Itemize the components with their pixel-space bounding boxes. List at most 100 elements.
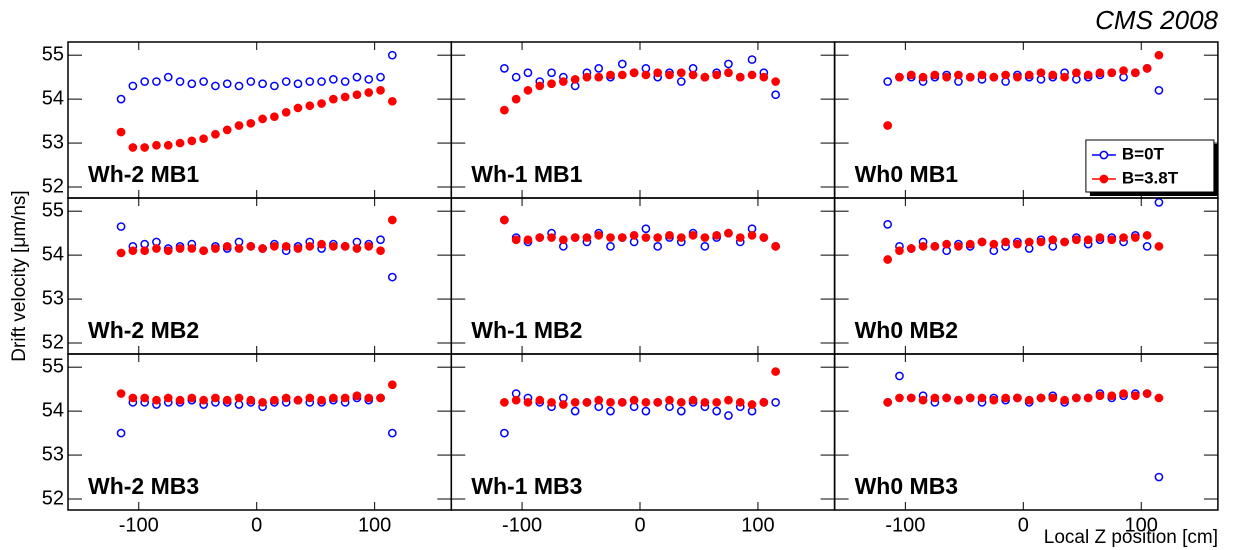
data-point <box>653 397 663 407</box>
data-point <box>558 77 568 86</box>
data-point <box>1083 70 1093 80</box>
panel-label: Wh-2 MB3 <box>88 473 199 499</box>
data-point <box>942 393 951 403</box>
data-point <box>116 428 126 438</box>
data-point <box>688 70 698 80</box>
plot-area <box>116 215 397 282</box>
data-point <box>270 241 279 251</box>
data-point <box>305 393 315 403</box>
data-point <box>175 138 185 148</box>
data-point <box>317 395 326 405</box>
data-point <box>352 90 362 100</box>
data-point <box>918 395 928 405</box>
y-tick-label: 53 <box>42 443 64 465</box>
data-point <box>1024 395 1034 405</box>
data-point <box>376 393 385 403</box>
panel: 52 53 54 55 Wh-2 MB2 <box>42 197 453 355</box>
panel: 52 53 54 55 -100 0 100 Wh-2 MB3 <box>42 353 453 536</box>
data-point <box>965 393 975 403</box>
data-point <box>1048 235 1058 245</box>
data-point <box>352 391 362 401</box>
data-point <box>676 397 686 407</box>
x-tick-label: -100 <box>885 514 925 536</box>
legend-label: B=0T <box>1122 144 1165 163</box>
x-tick-label: -100 <box>119 514 159 536</box>
data-point <box>317 99 326 108</box>
data-point <box>1130 233 1140 242</box>
data-point <box>128 81 138 91</box>
data-point <box>258 79 267 89</box>
panel: Wh-1 MB1 <box>450 41 836 199</box>
panel-label: Wh-1 MB1 <box>471 161 582 187</box>
data-point <box>594 64 604 73</box>
data-point <box>895 371 904 381</box>
data-point <box>1072 68 1081 78</box>
data-point <box>665 395 674 405</box>
data-point <box>128 246 138 256</box>
y-axis-label: Drift velocity [μm/ns] <box>9 190 30 361</box>
data-point <box>918 241 928 251</box>
data-point <box>364 75 374 84</box>
data-point <box>128 143 138 152</box>
data-point <box>906 393 916 403</box>
data-point <box>1095 233 1105 242</box>
data-point <box>617 70 627 80</box>
data-point <box>724 411 733 420</box>
x-tick-label: 100 <box>358 514 391 536</box>
data-point <box>281 107 291 117</box>
data-point <box>759 233 769 242</box>
data-point <box>653 241 663 251</box>
data-point <box>1154 472 1164 482</box>
data-point <box>140 143 150 152</box>
data-point <box>771 90 780 100</box>
data-point <box>594 231 604 240</box>
data-point <box>352 72 362 82</box>
data-point <box>1001 393 1010 403</box>
data-point <box>688 395 698 405</box>
data-point <box>570 233 580 242</box>
data-point <box>258 114 267 124</box>
data-point <box>511 72 521 82</box>
data-point <box>222 395 232 405</box>
data-point <box>222 241 232 251</box>
data-point <box>771 241 780 251</box>
data-point <box>187 136 197 146</box>
data-point <box>617 233 627 242</box>
data-point <box>500 64 509 73</box>
data-point <box>1072 235 1081 245</box>
data-point <box>918 72 928 82</box>
data-point <box>293 103 303 113</box>
y-tick-label: 54 <box>42 399 64 421</box>
data-point <box>724 228 733 238</box>
data-point <box>329 75 338 84</box>
data-point <box>1107 391 1117 401</box>
data-point <box>364 393 374 403</box>
data-point <box>258 244 267 253</box>
data-point <box>1130 68 1140 78</box>
data-point <box>989 72 999 82</box>
data-point <box>942 72 951 82</box>
data-point <box>629 231 639 240</box>
data-point <box>535 233 545 242</box>
panel-label: Wh-2 MB1 <box>88 161 199 187</box>
data-point <box>883 121 893 130</box>
data-point <box>293 244 303 253</box>
data-point <box>222 125 232 135</box>
data-point <box>211 81 220 91</box>
data-point <box>977 393 987 403</box>
data-point <box>152 77 161 86</box>
legend-label: B=3.8T <box>1122 168 1179 187</box>
data-point <box>676 68 686 78</box>
data-point <box>1107 68 1117 78</box>
data-point <box>511 94 521 104</box>
data-point <box>724 59 733 69</box>
panel-frame <box>833 353 1219 511</box>
data-point <box>665 70 674 80</box>
data-point <box>500 215 509 225</box>
data-point <box>163 72 173 82</box>
data-point <box>700 72 710 82</box>
x-axis-label: Local Z position [cm] <box>1044 527 1218 548</box>
data-point <box>163 140 173 150</box>
data-point <box>617 59 627 69</box>
